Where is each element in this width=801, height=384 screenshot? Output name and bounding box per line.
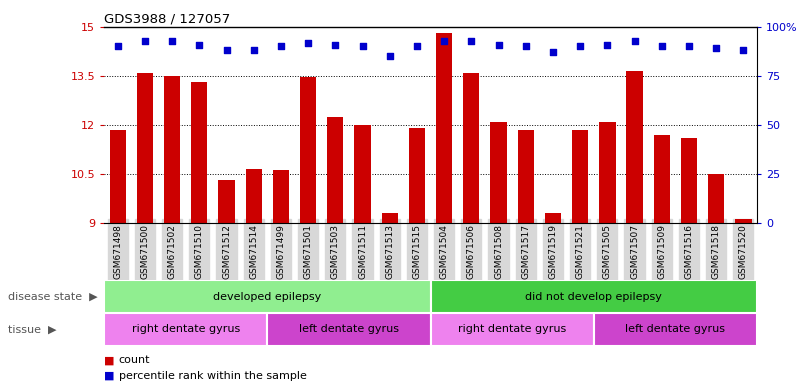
Point <box>601 41 614 48</box>
Bar <box>381 213 398 223</box>
Bar <box>409 128 425 223</box>
Bar <box>463 73 480 223</box>
Text: GDS3988 / 127057: GDS3988 / 127057 <box>104 13 231 26</box>
Point <box>737 47 750 53</box>
Point <box>411 43 424 50</box>
Text: ■: ■ <box>104 355 118 365</box>
Point <box>710 45 723 51</box>
Bar <box>137 73 153 223</box>
Bar <box>300 78 316 223</box>
Bar <box>110 130 126 223</box>
Bar <box>431 280 757 313</box>
Point <box>492 41 505 48</box>
Bar <box>681 138 697 223</box>
Bar <box>327 117 344 223</box>
Bar <box>545 213 561 223</box>
Point <box>356 43 369 50</box>
Point <box>519 43 532 50</box>
Point <box>275 43 288 50</box>
Text: percentile rank within the sample: percentile rank within the sample <box>119 371 307 381</box>
Point <box>384 53 396 59</box>
Point <box>302 40 315 46</box>
Point <box>437 38 450 44</box>
Point <box>682 43 695 50</box>
Text: count: count <box>119 355 150 365</box>
Bar <box>708 174 724 223</box>
Text: right dentate gyrus: right dentate gyrus <box>458 324 566 334</box>
Point <box>220 47 233 53</box>
Text: left dentate gyrus: left dentate gyrus <box>626 324 726 334</box>
Point <box>546 49 559 55</box>
Point <box>166 38 179 44</box>
Point <box>329 41 342 48</box>
Point <box>628 38 641 44</box>
Bar <box>626 71 642 223</box>
Point <box>465 38 477 44</box>
Bar <box>273 170 289 223</box>
Point <box>111 43 124 50</box>
Bar <box>164 76 180 223</box>
Bar <box>268 313 431 346</box>
Point <box>139 38 151 44</box>
Text: tissue  ▶: tissue ▶ <box>8 324 57 334</box>
Point <box>248 47 260 53</box>
Text: left dentate gyrus: left dentate gyrus <box>299 324 399 334</box>
Text: right dentate gyrus: right dentate gyrus <box>131 324 239 334</box>
Text: disease state  ▶: disease state ▶ <box>8 291 98 302</box>
Bar <box>572 130 588 223</box>
Point <box>574 43 586 50</box>
Bar <box>490 121 507 223</box>
Text: developed epilepsy: developed epilepsy <box>213 291 321 302</box>
Bar <box>436 33 453 223</box>
Text: did not develop epilepsy: did not develop epilepsy <box>525 291 662 302</box>
Point <box>655 43 668 50</box>
Bar <box>594 313 757 346</box>
Bar <box>104 280 430 313</box>
Bar <box>104 313 268 346</box>
Bar <box>431 313 594 346</box>
Point <box>193 41 206 48</box>
Bar <box>517 130 534 223</box>
Bar <box>354 125 371 223</box>
Bar <box>654 135 670 223</box>
Bar <box>735 220 751 223</box>
Bar <box>191 82 207 223</box>
Bar <box>599 121 615 223</box>
Text: ■: ■ <box>104 371 118 381</box>
Bar <box>246 169 262 223</box>
Bar <box>219 180 235 223</box>
